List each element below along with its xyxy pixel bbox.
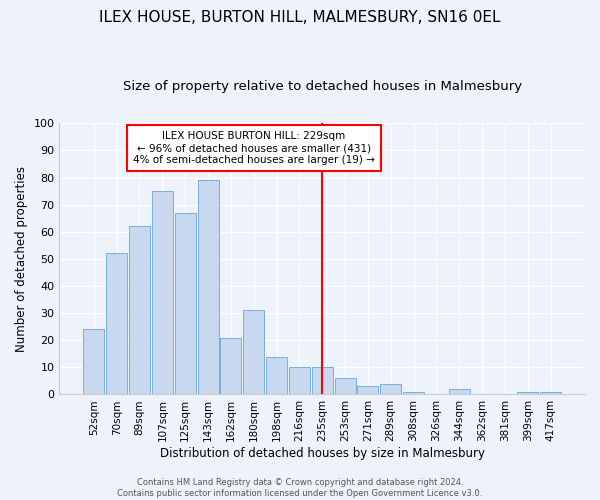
- Y-axis label: Number of detached properties: Number of detached properties: [15, 166, 28, 352]
- Bar: [358, 386, 379, 394]
- Text: ILEX HOUSE, BURTON HILL, MALMESBURY, SN16 0EL: ILEX HOUSE, BURTON HILL, MALMESBURY, SN1…: [99, 10, 501, 25]
- Bar: [449, 389, 470, 394]
- X-axis label: Distribution of detached houses by size in Malmesbury: Distribution of detached houses by size …: [160, 447, 485, 460]
- Bar: [540, 392, 561, 394]
- Title: Size of property relative to detached houses in Malmesbury: Size of property relative to detached ho…: [122, 80, 522, 93]
- Bar: [106, 254, 127, 394]
- Bar: [312, 368, 333, 394]
- Bar: [197, 180, 218, 394]
- Bar: [266, 356, 287, 395]
- Bar: [403, 392, 424, 394]
- Bar: [152, 191, 173, 394]
- Bar: [517, 392, 538, 394]
- Bar: [243, 310, 264, 394]
- Bar: [83, 330, 104, 394]
- Text: Contains HM Land Registry data © Crown copyright and database right 2024.
Contai: Contains HM Land Registry data © Crown c…: [118, 478, 482, 498]
- Text: ILEX HOUSE BURTON HILL: 229sqm
← 96% of detached houses are smaller (431)
4% of : ILEX HOUSE BURTON HILL: 229sqm ← 96% of …: [133, 132, 374, 164]
- Bar: [129, 226, 150, 394]
- Bar: [175, 213, 196, 394]
- Bar: [380, 384, 401, 394]
- Bar: [289, 368, 310, 394]
- Bar: [220, 338, 241, 394]
- Bar: [335, 378, 356, 394]
